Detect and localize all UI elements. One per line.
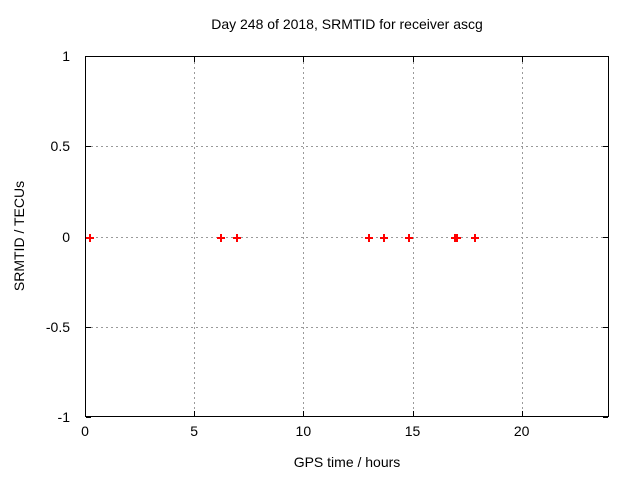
x-tick-label: 20 (513, 423, 530, 439)
x-tick (412, 411, 414, 416)
chart-title: Day 248 of 2018, SRMTID for receiver asc… (211, 16, 483, 32)
x-tick-label: 0 (81, 423, 89, 439)
gridline-vertical (303, 57, 305, 416)
x-tick-mirror (85, 57, 86, 62)
x-axis-label: GPS time / hours (293, 454, 401, 470)
data-point-marker (453, 233, 462, 242)
y-tick-label: -1 (57, 409, 70, 425)
y-tick-mirror (603, 326, 608, 328)
x-tick (521, 411, 523, 416)
y-tick-label: 0.5 (50, 138, 70, 155)
x-tick-mirror (303, 57, 305, 62)
y-tick (86, 326, 91, 328)
x-tick-label: 5 (190, 423, 199, 439)
x-tick-mirror (412, 57, 414, 62)
data-point-marker (405, 233, 414, 242)
y-tick-mirror (603, 56, 608, 57)
y-tick-mirror (603, 236, 608, 238)
y-tick (86, 56, 91, 57)
gridline-vertical (521, 57, 523, 416)
x-tick-label: 15 (404, 423, 421, 439)
data-point-marker (217, 233, 226, 242)
data-point-marker (470, 233, 479, 242)
y-tick-label: 1 (62, 48, 70, 64)
data-point-marker (86, 233, 95, 242)
data-point-marker (364, 233, 373, 242)
x-tick-mirror (194, 57, 196, 62)
y-tick-label: -0.5 (45, 318, 70, 335)
data-point-marker (232, 233, 241, 242)
y-tick (86, 417, 91, 418)
x-tick-label: 10 (295, 423, 312, 439)
y-tick-mirror (603, 146, 608, 148)
y-tick-mirror (603, 417, 608, 418)
x-tick (303, 411, 305, 416)
y-tick (86, 146, 91, 148)
gridline-horizontal (86, 146, 608, 148)
gridline-vertical (194, 57, 196, 416)
x-tick (85, 411, 86, 416)
gridline-horizontal (86, 326, 608, 328)
x-tick-mirror (521, 57, 523, 62)
y-tick-label: 0 (62, 228, 70, 245)
gridline-horizontal (86, 236, 608, 238)
x-tick (194, 411, 196, 416)
data-point-marker (380, 233, 389, 242)
plot-area (85, 56, 609, 418)
